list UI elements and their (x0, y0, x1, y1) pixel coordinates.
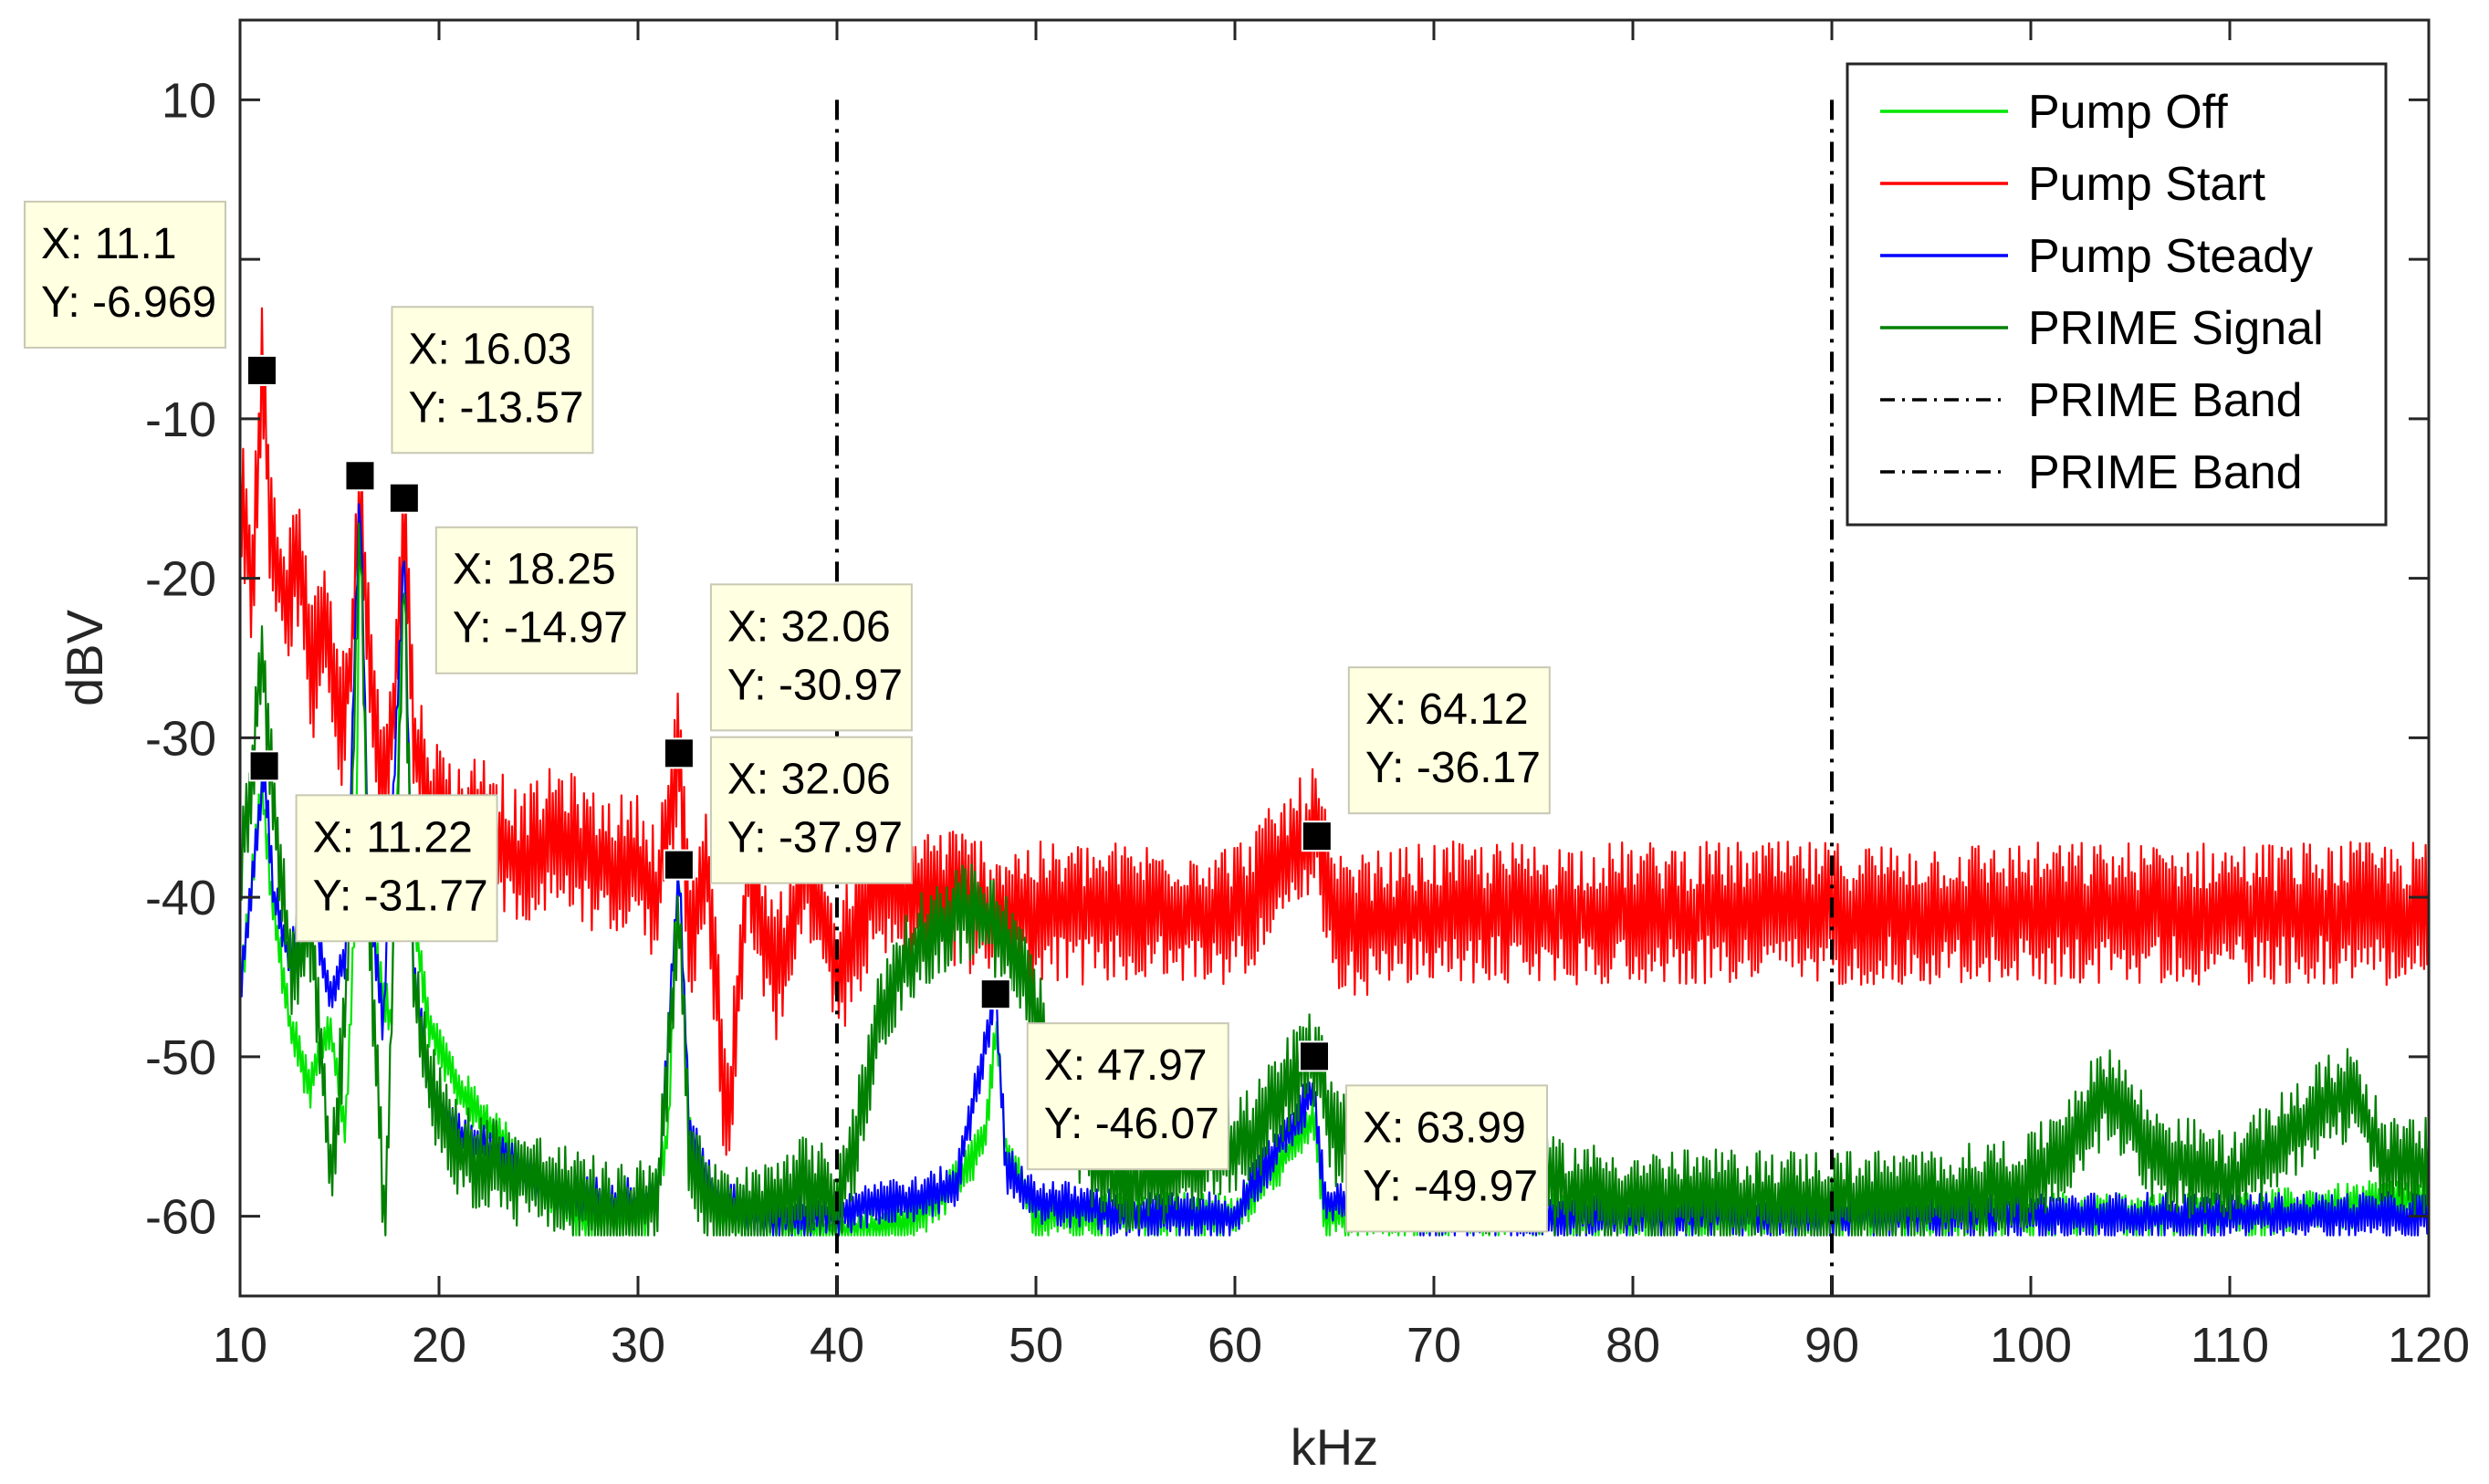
data-tip-box (1344, 1084, 1548, 1233)
data-tip-text: X: 64.12 (1365, 685, 1529, 734)
y-tick-label: -60 (145, 1190, 216, 1245)
data-tip-marker (663, 737, 695, 769)
legend[interactable]: Pump Off Pump Start Pump Steady PRIME Signa… (1846, 62, 2388, 527)
data-tip-text: X: 11.22 (313, 813, 473, 862)
data-tip: X: 64.12 Y: -36.17 (1301, 666, 1551, 852)
data-tip-marker (388, 482, 420, 514)
data-tip-text: Y: -46.07 (1044, 1100, 1219, 1148)
data-tip: X: 63.99 Y: -49.97 (1298, 1040, 1548, 1233)
data-tip-text: X: 18.25 (453, 546, 616, 594)
legend-label: PRIME Signal (2028, 302, 2324, 355)
data-tip-text: X: 63.99 (1363, 1103, 1526, 1152)
x-axis-label: kHz (1291, 1418, 1378, 1476)
x-tick-label: 120 (2388, 1318, 2470, 1373)
data-tip-marker (979, 978, 1011, 1010)
legend-label: PRIME Band (2028, 374, 2303, 427)
x-tick-label: 40 (810, 1318, 864, 1373)
data-tip-text: Y: -14.97 (453, 604, 628, 653)
data-tip-text: Y: -49.97 (1363, 1162, 1538, 1210)
x-tick-label: 80 (1605, 1318, 1660, 1373)
series-line-pump-start (238, 307, 2431, 1156)
x-tick-label: 50 (1009, 1318, 1063, 1373)
data-tip-box (391, 306, 594, 455)
data-tip-text: X: 47.97 (1044, 1041, 1208, 1090)
y-tick-label: -10 (145, 392, 216, 447)
data-tip-text: Y: -31.77 (313, 872, 488, 920)
axes-box (238, 18, 2431, 1298)
data-tip-marker (1298, 1040, 1330, 1072)
y-tick-label: -50 (145, 1030, 216, 1085)
data-tip-box (23, 200, 226, 349)
data-tip-marker (1301, 820, 1333, 852)
data-tip-text: Y: -36.17 (1365, 744, 1541, 792)
data-tip: X: 18.25 Y: -14.97 (388, 482, 638, 674)
legend-label: PRIME Band (2028, 446, 2303, 499)
legend-label: Pump Steady (2028, 230, 2313, 283)
data-tip-box (295, 794, 498, 943)
x-tick-label: 10 (213, 1318, 267, 1373)
data-tip-text: Y: -30.97 (727, 661, 903, 709)
y-tick-label: 10 (162, 73, 216, 128)
x-tick-label: 30 (611, 1318, 665, 1373)
data-tip-text: X: 32.06 (727, 756, 891, 804)
data-tip-box (709, 736, 913, 884)
data-tip: X: 32.06 Y: -30.97 (663, 583, 913, 769)
data-tip-box (434, 526, 638, 674)
data-tip: X: 16.03 Y: -13.57 (344, 306, 594, 492)
data-tip-text: X: 16.03 (408, 325, 571, 373)
x-tick-label: 110 (2191, 1318, 2269, 1373)
data-tip-box (709, 583, 913, 732)
data-tip-text: Y: -6.969 (41, 278, 216, 327)
data-tip-text: X: 11.1 (41, 220, 177, 268)
data-tip-marker (663, 849, 695, 881)
legend-label: Pump Off (2028, 86, 2228, 139)
data-tip-box (1026, 1022, 1229, 1171)
data-tip-box (1347, 666, 1551, 815)
data-tip-marker (248, 750, 280, 782)
data-tip-text: Y: -37.97 (727, 814, 903, 862)
y-tick-label: -20 (145, 552, 216, 607)
data-tip: X: 32.06 Y: -37.97 (663, 736, 913, 884)
y-tick-label: -40 (145, 871, 216, 925)
ticks-layer: 10 20 30 40 50 60 70 80 90 100 110 120 -60 -50 -40 -30 -… (145, 20, 2470, 1373)
data-tip-text: Y: -13.57 (408, 383, 583, 432)
x-tick-label: 90 (1804, 1318, 1859, 1373)
data-tip-marker (344, 460, 376, 492)
x-tick-label: 100 (1990, 1318, 2072, 1373)
y-tick-label: -30 (145, 711, 216, 766)
data-tip: X: 11.22 Y: -31.77 (248, 750, 498, 943)
annotation-layer: X: 11.1 Y: -6.969 X: 16.03 Y: -13.57 X: 18.2… (23, 200, 1551, 1233)
data-tip-text: X: 32.06 (727, 602, 891, 651)
x-tick-label: 70 (1407, 1318, 1461, 1373)
y-axis-label: dBV (56, 609, 113, 705)
series-line-prime-signal (238, 522, 2431, 1237)
legend-box (1846, 62, 2388, 527)
data-tip: X: 47.97 Y: -46.07 (979, 978, 1229, 1171)
legend-label: Pump Start (2028, 158, 2266, 211)
x-tick-label: 60 (1208, 1318, 1262, 1373)
data-tip: X: 11.1 Y: -6.969 (23, 200, 277, 386)
data-tip-marker (246, 354, 277, 386)
x-tick-label: 20 (412, 1318, 466, 1373)
